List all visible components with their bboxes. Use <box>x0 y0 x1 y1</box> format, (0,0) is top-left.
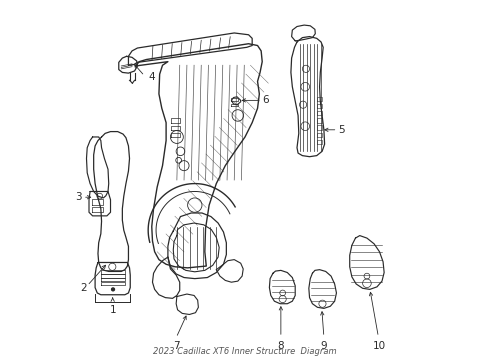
Text: 9: 9 <box>320 341 327 351</box>
Text: 1: 1 <box>109 305 116 315</box>
Text: 8: 8 <box>277 341 284 351</box>
Text: 5: 5 <box>338 125 345 135</box>
Text: 2023 Cadillac XT6 Inner Structure  Diagram: 2023 Cadillac XT6 Inner Structure Diagra… <box>153 347 337 356</box>
Text: 10: 10 <box>373 341 386 351</box>
Text: 7: 7 <box>173 341 179 351</box>
Text: 3: 3 <box>75 192 82 202</box>
Circle shape <box>112 288 115 291</box>
Text: 4: 4 <box>149 72 155 82</box>
Text: 6: 6 <box>262 95 269 105</box>
Text: 2: 2 <box>80 283 87 293</box>
